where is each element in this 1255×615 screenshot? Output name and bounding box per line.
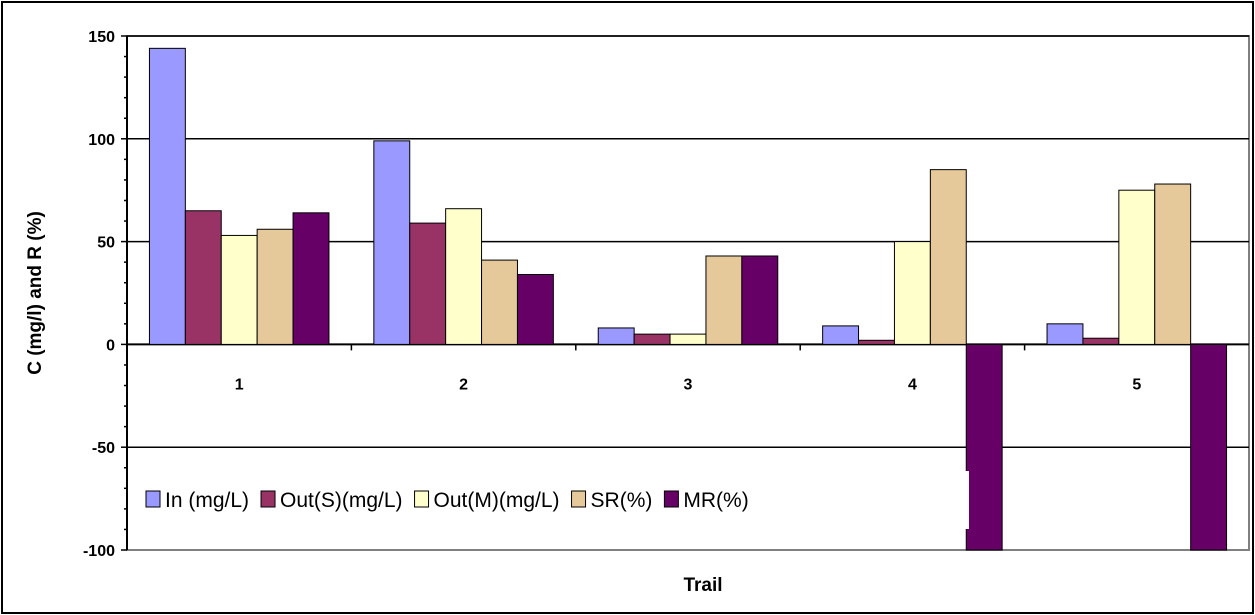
bar xyxy=(742,256,778,344)
y-tick-label: 50 xyxy=(97,235,115,252)
legend: In (mg/L) Out(S)(mg/L) Out(M)(mg/L) SR(%) MR… xyxy=(131,471,969,529)
bar xyxy=(598,328,634,344)
bar xyxy=(823,326,859,345)
legend-swatch xyxy=(146,491,160,507)
y-tick-label: 100 xyxy=(88,132,115,149)
x-tick-label: 3 xyxy=(684,376,693,393)
x-tick-label: 5 xyxy=(1132,376,1141,393)
legend-swatch xyxy=(261,491,275,507)
bar xyxy=(1083,338,1119,344)
legend-label: Out(M)(mg/L) xyxy=(434,489,560,512)
bar xyxy=(221,235,257,344)
y-tick-label: 0 xyxy=(106,337,115,354)
y-tick-label: 150 xyxy=(88,29,115,46)
bar xyxy=(670,334,706,344)
legend-label: Out(S)(mg/L) xyxy=(280,489,403,512)
bar xyxy=(1047,324,1083,345)
bar xyxy=(706,256,742,344)
y-axis-title: C (mg/l) and R (%) xyxy=(25,211,46,375)
bar xyxy=(517,274,553,344)
bar xyxy=(149,48,185,344)
legend-swatch xyxy=(572,491,586,507)
bar xyxy=(634,334,670,344)
bar xyxy=(1119,190,1155,344)
x-tick-label: 2 xyxy=(459,376,468,393)
bar xyxy=(930,170,966,345)
legend-label: SR(%) xyxy=(591,489,653,512)
bar xyxy=(1191,344,1227,550)
legend-swatch xyxy=(415,491,429,507)
legend-swatch xyxy=(664,491,678,507)
y-tick-label: -100 xyxy=(83,543,115,560)
bar xyxy=(293,213,329,345)
bar-chart: 150 100 50 0 -50 -100 1 2 3 4 5 C (mg/l) and R (%… xyxy=(3,3,1252,612)
legend-label: MR(%) xyxy=(683,489,748,512)
bar xyxy=(446,209,482,345)
x-axis-title: Trail xyxy=(683,575,722,596)
bar xyxy=(374,141,410,345)
bar xyxy=(894,242,930,345)
bar xyxy=(859,340,895,344)
bar xyxy=(1155,184,1191,344)
bar xyxy=(966,344,1002,550)
bar xyxy=(482,260,518,344)
bar xyxy=(410,223,446,344)
y-tick-label: -50 xyxy=(92,440,115,457)
y-tick-labels: 150 100 50 0 -50 -100 xyxy=(83,29,115,560)
x-tick-label: 1 xyxy=(235,376,244,393)
bar xyxy=(257,229,293,344)
bar xyxy=(185,211,221,345)
legend-label: In (mg/L) xyxy=(165,489,249,512)
x-tick-label: 4 xyxy=(908,376,917,393)
